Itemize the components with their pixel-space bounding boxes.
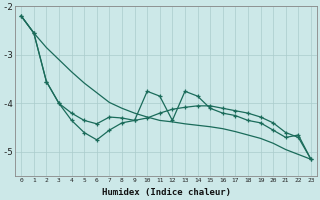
X-axis label: Humidex (Indice chaleur): Humidex (Indice chaleur) [101, 188, 231, 197]
